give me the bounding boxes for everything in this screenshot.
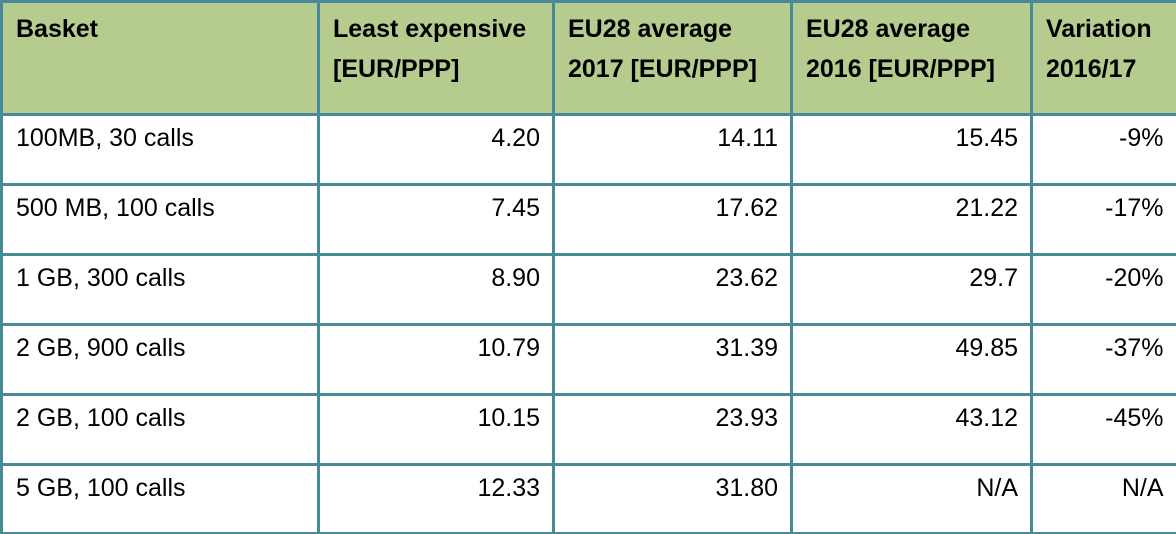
least-expensive-cell: 8.90 — [317, 253, 555, 326]
eu28-avg-2017-cell: 23.93 — [552, 393, 793, 466]
eu28-avg-2016-cell: N/A — [790, 463, 1033, 534]
eu28-avg-2017-cell: 23.62 — [552, 253, 793, 326]
header-cell-least-expensive: Least expensive [EUR/PPP] — [317, 0, 555, 116]
header-label-line2: 2016 [EUR/PPP] — [806, 55, 995, 83]
basket-cell: 5 GB, 100 calls — [0, 463, 320, 534]
eu28-avg-2016-cell: 43.12 — [790, 393, 1033, 466]
variation-cell: -37% — [1030, 323, 1176, 396]
header-label: Variation — [1046, 15, 1152, 43]
header-label: EU28 average — [806, 15, 971, 43]
variation-cell: -20% — [1030, 253, 1176, 326]
table-row: 500 MB, 100 calls 7.45 17.62 21.22 -17% — [0, 183, 1176, 256]
header-label: EU28 average — [568, 15, 733, 43]
least-expensive-cell: 10.79 — [317, 323, 555, 396]
basket-cell: 2 GB, 900 calls — [0, 323, 320, 396]
basket-cell: 500 MB, 100 calls — [0, 183, 320, 256]
header-label-line2: 2016/17 — [1046, 55, 1137, 83]
header-label: Least expensive — [333, 15, 527, 43]
table-row: 100MB, 30 calls 4.20 14.11 15.45 -9% — [0, 113, 1176, 186]
least-expensive-cell: 7.45 — [317, 183, 555, 256]
header-row: Basket Least expensive [EUR/PPP] EU28 av… — [0, 0, 1176, 116]
header-cell-basket: Basket — [0, 0, 320, 116]
least-expensive-cell: 10.15 — [317, 393, 555, 466]
table-row: 5 GB, 100 calls 12.33 31.80 N/A N/A — [0, 463, 1176, 534]
eu28-avg-2017-cell: 31.80 — [552, 463, 793, 534]
least-expensive-cell: 12.33 — [317, 463, 555, 534]
table-row: 2 GB, 900 calls 10.79 31.39 49.85 -37% — [0, 323, 1176, 396]
header-cell-variation: Variation 2016/17 — [1030, 0, 1176, 116]
variation-cell: -17% — [1030, 183, 1176, 256]
table-row: 1 GB, 300 calls 8.90 23.62 29.7 -20% — [0, 253, 1176, 326]
header-label: Basket — [16, 15, 98, 43]
header-label-line2: 2017 [EUR/PPP] — [568, 55, 757, 83]
basket-cell: 100MB, 30 calls — [0, 113, 320, 186]
header-label-line2: [EUR/PPP] — [333, 55, 460, 83]
variation-cell: N/A — [1030, 463, 1176, 534]
basket-cell: 2 GB, 100 calls — [0, 393, 320, 466]
eu28-avg-2016-cell: 21.22 — [790, 183, 1033, 256]
table-row: 2 GB, 100 calls 10.15 23.93 43.12 -45% — [0, 393, 1176, 466]
eu28-avg-2017-cell: 17.62 — [552, 183, 793, 256]
eu28-avg-2017-cell: 14.11 — [552, 113, 793, 186]
variation-cell: -9% — [1030, 113, 1176, 186]
eu28-avg-2016-cell: 15.45 — [790, 113, 1033, 186]
header-cell-eu28-avg-2016: EU28 average 2016 [EUR/PPP] — [790, 0, 1033, 116]
least-expensive-cell: 4.20 — [317, 113, 555, 186]
header-cell-eu28-avg-2017: EU28 average 2017 [EUR/PPP] — [552, 0, 793, 116]
eu28-avg-2017-cell: 31.39 — [552, 323, 793, 396]
eu28-avg-2016-cell: 49.85 — [790, 323, 1033, 396]
basket-cell: 1 GB, 300 calls — [0, 253, 320, 326]
variation-cell: -45% — [1030, 393, 1176, 466]
eu28-avg-2016-cell: 29.7 — [790, 253, 1033, 326]
